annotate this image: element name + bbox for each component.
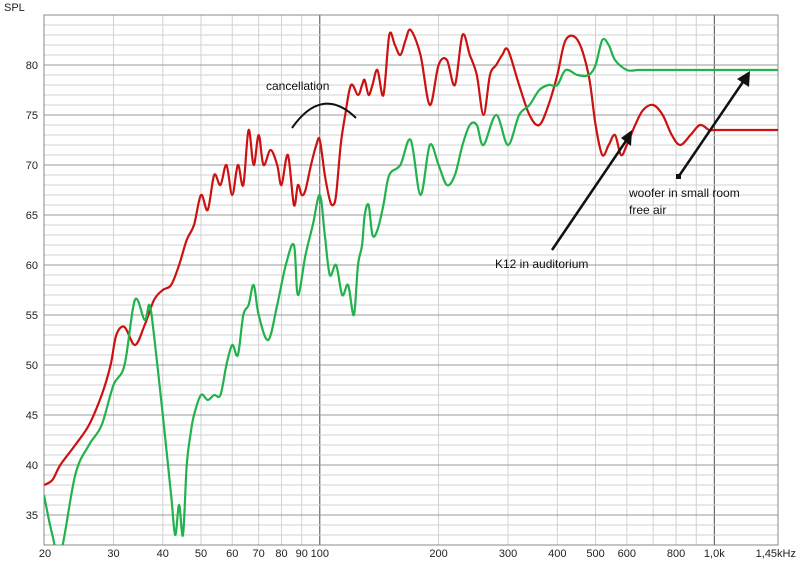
x-tick-label: 70 <box>253 548 265 560</box>
x-tick-label: 50 <box>195 548 207 560</box>
y-tick-label: 50 <box>26 360 38 372</box>
y-tick-label: 45 <box>26 410 38 422</box>
y-tick-label: 75 <box>26 110 38 122</box>
x-tick-label: 60 <box>226 548 238 560</box>
series-group-1 <box>44 37 778 545</box>
series-layer <box>44 28 778 545</box>
x-tick-label: 600 <box>618 548 636 560</box>
y-tick-label: 40 <box>26 460 38 472</box>
annotation-k12-arrow-head <box>621 130 632 146</box>
x-tick-label: 20 <box>39 548 51 560</box>
annotation-cancellation: cancellation <box>266 79 329 93</box>
x-tick-label: 500 <box>586 548 604 560</box>
y-tick-label: 60 <box>26 260 38 272</box>
y-tick-label: 70 <box>26 160 38 172</box>
x-tick-label: 30 <box>107 548 119 560</box>
y-tick-label: 80 <box>26 60 38 72</box>
x-tick-label: 1,0k <box>704 548 725 560</box>
plot-frame <box>43 14 779 546</box>
annotation-free-air: free air <box>629 203 666 217</box>
x-tick-label: 200 <box>429 548 447 560</box>
annotation-woofer-dot <box>676 174 681 179</box>
x-tick-label: 40 <box>157 548 169 560</box>
y-tick-label: 55 <box>26 310 38 322</box>
series-line-green <box>44 37 778 545</box>
annotation-cancellation-arc <box>291 102 357 129</box>
y-tick-labels: 35 40 45 50 55 60 65 70 75 80 <box>26 60 38 522</box>
y-tick-label: 35 <box>26 510 38 522</box>
x-tick-label: 100 <box>311 548 329 560</box>
annotation-woofer-room: woofer in small room <box>628 186 740 200</box>
y-tick-label: 65 <box>26 210 38 222</box>
annotation-woofer-arrow-head <box>737 71 750 87</box>
y-axis-title: SPL <box>4 2 25 14</box>
series-group-0 <box>44 28 778 486</box>
annotation-k12-auditorium: K12 in auditorium <box>495 257 588 271</box>
x-tick-label: 300 <box>499 548 517 560</box>
x-tick-label: 1,45kHz <box>756 548 796 560</box>
x-tick-label: 90 <box>296 548 308 560</box>
x-tick-labels: 20 30 40 50 60 70 80 90 100 200 300 400 500 600 800 1,0… <box>39 548 796 560</box>
annotation-k12-arrow-line <box>550 134 632 251</box>
x-tick-label: 80 <box>275 548 287 560</box>
x-tick-label: 800 <box>667 548 685 560</box>
annotation-woofer-arrow-line <box>677 75 749 177</box>
series-line-red <box>44 28 778 486</box>
x-tick-label: 400 <box>548 548 566 560</box>
